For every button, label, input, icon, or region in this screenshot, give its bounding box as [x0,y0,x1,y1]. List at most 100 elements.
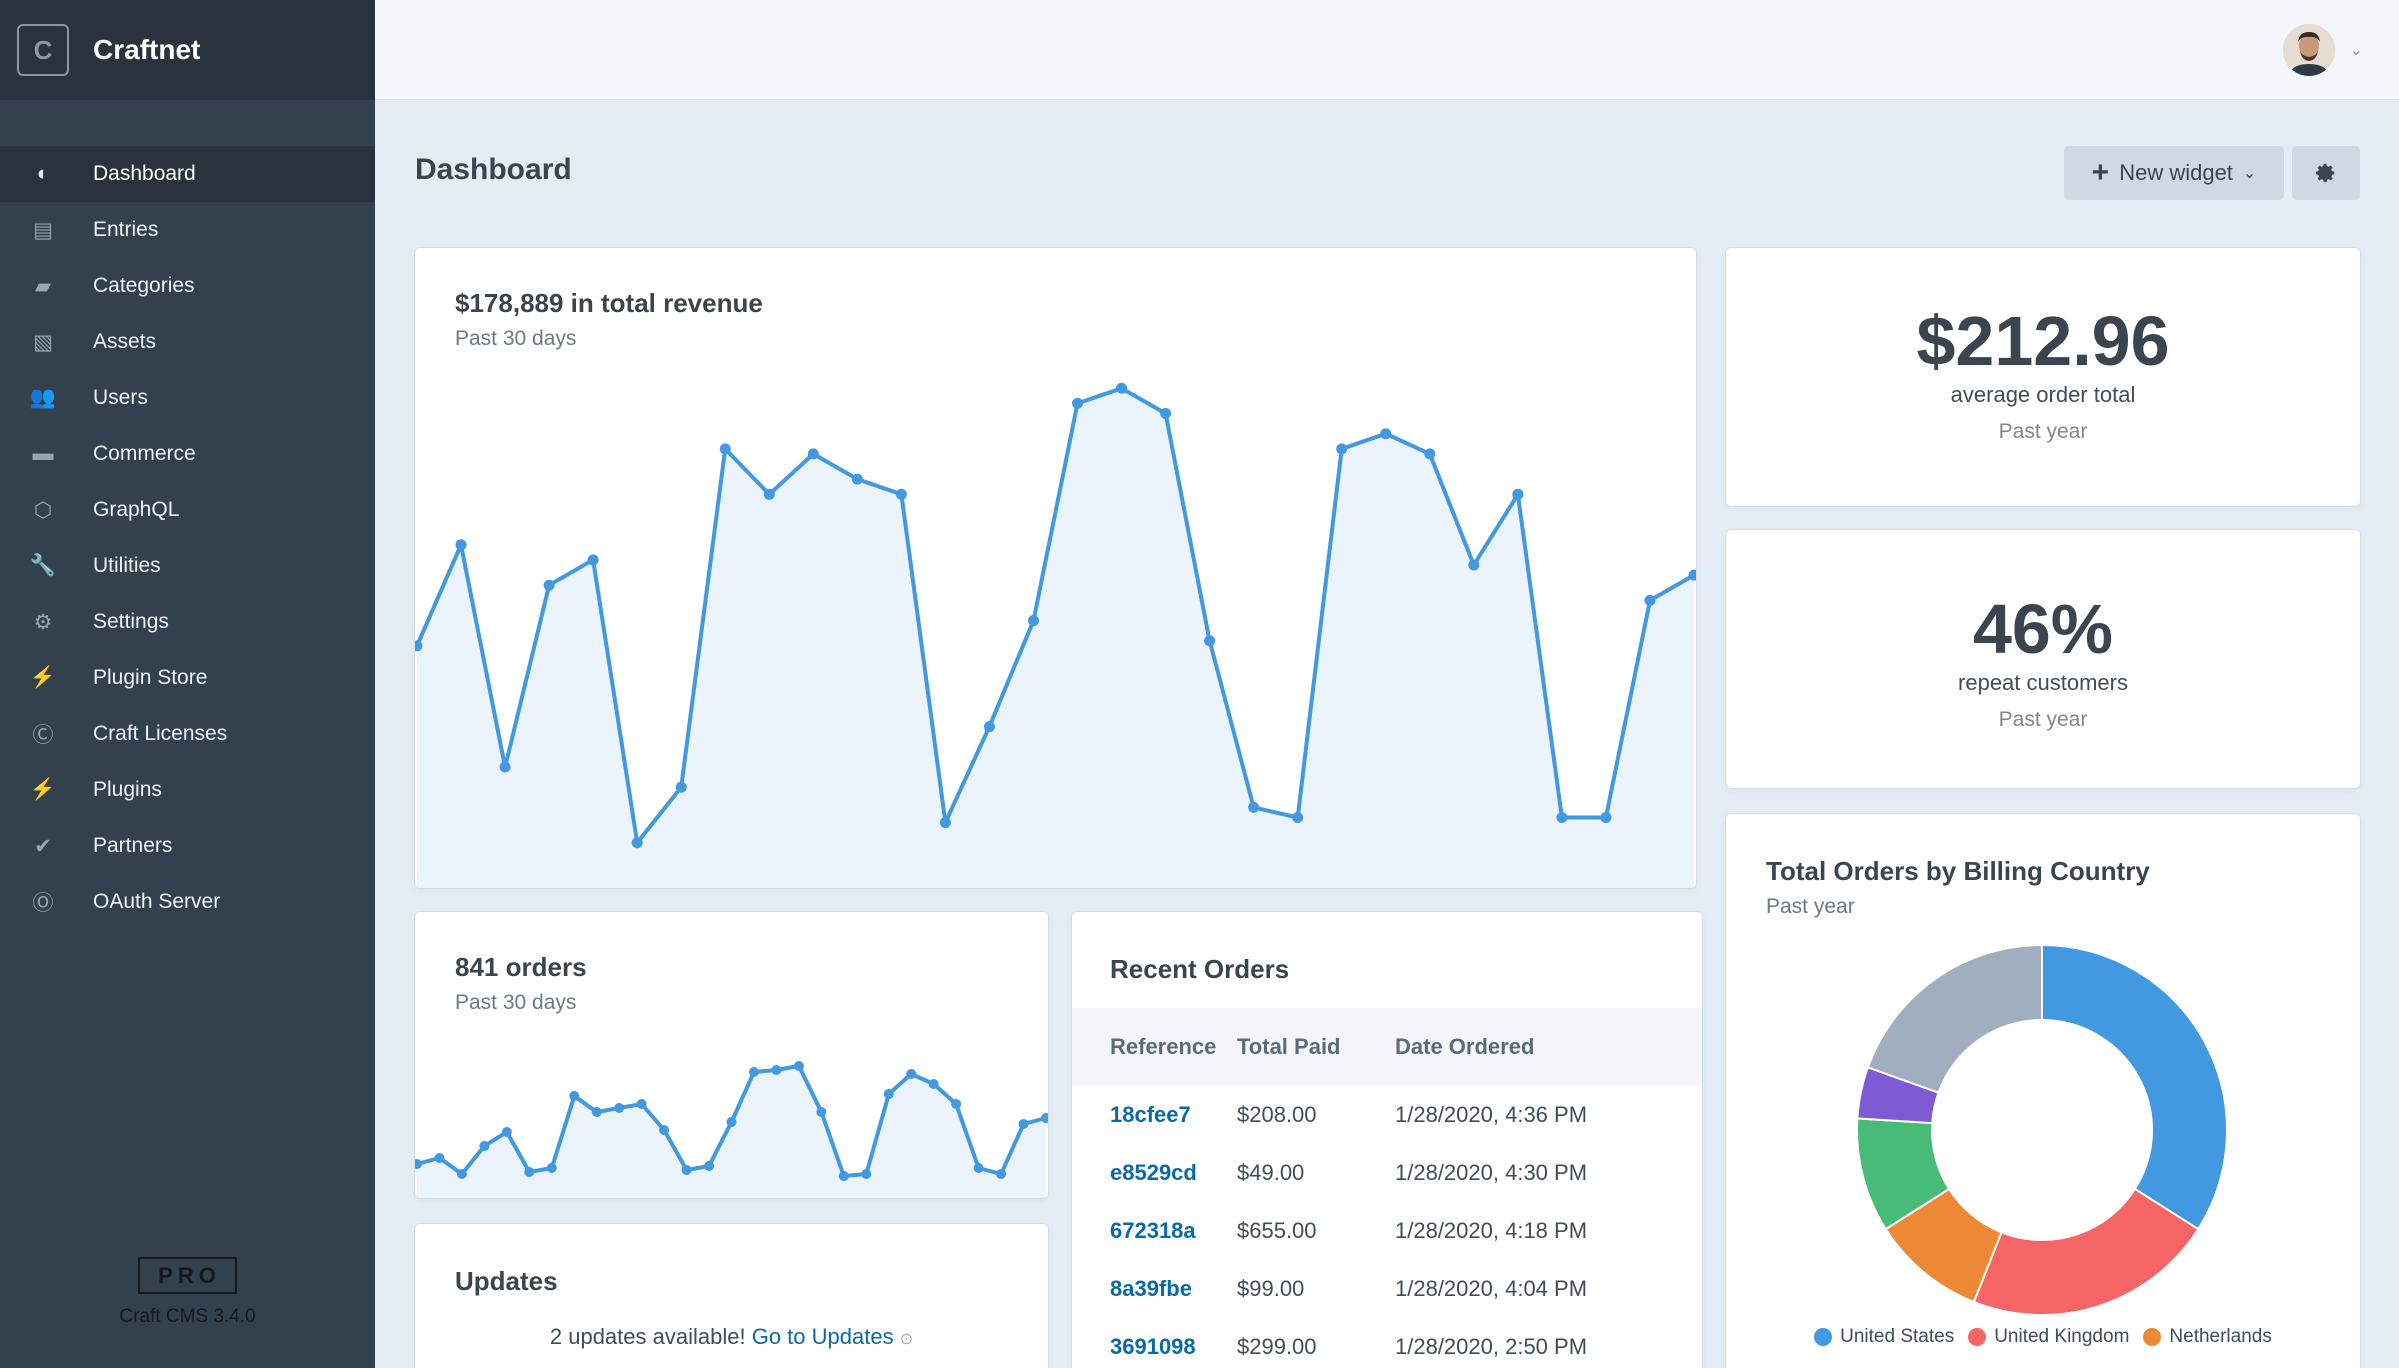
orders-point[interactable] [726,1117,737,1127]
orders-point[interactable] [591,1107,602,1117]
orders-point[interactable] [456,1169,467,1179]
orders-point[interactable] [681,1165,692,1175]
orders-point[interactable] [951,1099,962,1109]
orders-point[interactable] [996,1169,1007,1179]
plug-icon: ⚡ [29,666,57,689]
legend-item[interactable]: Netherlands [2143,1326,2272,1348]
revenue-point[interactable] [1556,812,1568,823]
orders-point[interactable] [524,1167,535,1177]
revenue-area [417,388,1694,888]
revenue-point[interactable] [1600,812,1612,823]
sidebar-item-oauth-server[interactable]: Ⓞ OAuth Server [0,874,375,930]
revenue-point[interactable] [1116,382,1128,394]
orders-point[interactable] [614,1103,625,1113]
sidebar-item-settings[interactable]: ⚙ Settings [0,594,375,650]
revenue-point[interactable] [1336,443,1348,455]
legend-item[interactable]: United States [1814,1326,1954,1348]
revenue-point[interactable] [1292,812,1304,823]
orders-point[interactable] [748,1067,759,1077]
legend-item[interactable]: United Kingdom [1968,1326,2129,1348]
go-to-updates-link[interactable]: Go to Updates ⊙ [752,1324,913,1349]
revenue-point[interactable] [1380,428,1392,440]
site-header: C Craftnet [0,0,375,100]
revenue-point[interactable] [1027,615,1039,627]
orders-point[interactable] [793,1061,804,1071]
order-reference-link[interactable]: 672318a [1110,1218,1196,1243]
orders-point[interactable] [636,1099,647,1109]
orders-point[interactable] [704,1161,715,1171]
site-name[interactable]: Craftnet [93,34,201,65]
orders-point[interactable] [659,1125,670,1135]
revenue-point[interactable] [939,817,951,829]
orders-point[interactable] [973,1163,984,1173]
revenue-point[interactable] [455,539,467,551]
order-date: 1/28/2020, 4:36 PM [1395,1102,1588,1127]
order-total: $299.00 [1237,1334,1317,1359]
sidebar-item-plugins[interactable]: ⚡ Plugins [0,762,375,818]
revenue-point[interactable] [631,837,643,849]
orders-point[interactable] [415,1159,422,1169]
sidebar-item-plugin-store[interactable]: ⚡ Plugin Store [0,650,375,706]
revenue-point[interactable] [1248,801,1260,813]
orders-point[interactable] [1041,1113,1048,1123]
sidebar-item-users[interactable]: 👥 Users [0,370,375,426]
orders-point[interactable] [816,1107,827,1117]
donut-slice[interactable] [2041,943,2228,1231]
revenue-point[interactable] [895,488,907,500]
sidebar-item-commerce[interactable]: ▬ Commerce [0,426,375,482]
revenue-point[interactable] [675,781,687,793]
order-reference-link[interactable]: 8a39fbe [1110,1276,1192,1301]
sidebar-item-entries[interactable]: ▤ Entries [0,202,375,258]
revenue-point[interactable] [415,640,423,652]
revenue-point[interactable] [1072,397,1084,409]
user-avatar[interactable] [2283,24,2335,76]
revenue-point[interactable] [543,579,555,591]
revenue-point[interactable] [1160,408,1172,419]
revenue-point[interactable] [719,443,731,455]
donut-slice[interactable] [1972,1187,2200,1316]
revenue-point[interactable] [1644,594,1656,606]
revenue-point[interactable] [1468,559,1480,571]
revenue-point[interactable] [1204,635,1216,647]
orders-point[interactable] [569,1091,580,1101]
revenue-point[interactable] [499,761,511,773]
order-reference-link[interactable]: 18cfee7 [1110,1102,1191,1127]
orders-point[interactable] [434,1153,445,1163]
new-widget-button[interactable]: + New widget ⌄ [2064,146,2284,200]
sidebar-item-utilities[interactable]: 🔧 Utilities [0,538,375,594]
revenue-point[interactable] [1512,488,1524,500]
revenue-point[interactable] [983,721,995,733]
order-reference-link[interactable]: e8529cd [1110,1160,1197,1185]
orders-point[interactable] [1018,1119,1029,1129]
check-circle-icon: ✔ [34,834,52,858]
sidebar-item-craft-licenses[interactable]: Ⓒ Craft Licenses [0,706,375,762]
orders-point[interactable] [861,1169,872,1179]
order-date: 1/28/2020, 2:50 PM [1395,1334,1588,1359]
revenue-point[interactable] [763,488,775,500]
revenue-point[interactable] [851,473,863,485]
dashboard-settings-button[interactable] [2292,146,2360,200]
donut-slice[interactable] [1866,943,2043,1095]
sidebar-item-dashboard[interactable]: ◐ Dashboard [0,146,375,202]
sidebar-item-graphql[interactable]: ⬡ GraphQL [0,482,375,538]
sidebar-item-categories[interactable]: ▰ Categories [0,258,375,314]
revenue-point[interactable] [587,554,599,566]
craft-logo-icon[interactable]: C [17,24,69,76]
orders-point[interactable] [928,1079,939,1089]
sidebar-item-assets[interactable]: ▧ Assets [0,314,375,370]
orders-point[interactable] [501,1127,512,1137]
chevron-down-icon[interactable]: ⌄ [2349,42,2363,59]
orders-point[interactable] [906,1069,917,1079]
sidebar-item-partners[interactable]: ✔ Partners [0,818,375,874]
order-reference-link[interactable]: 3691098 [1110,1334,1196,1359]
average-order-label: average order total [1950,382,2136,407]
orders-point[interactable] [546,1163,557,1173]
revenue-point[interactable] [1688,569,1697,581]
orders-point[interactable] [479,1141,490,1151]
revenue-point[interactable] [807,448,819,460]
revenue-point[interactable] [1424,448,1436,460]
orders-point[interactable] [883,1089,894,1099]
repeat-customers-widget: 46% repeat customers Past year [1726,530,2360,788]
orders-point[interactable] [838,1171,849,1181]
orders-point[interactable] [771,1065,782,1075]
